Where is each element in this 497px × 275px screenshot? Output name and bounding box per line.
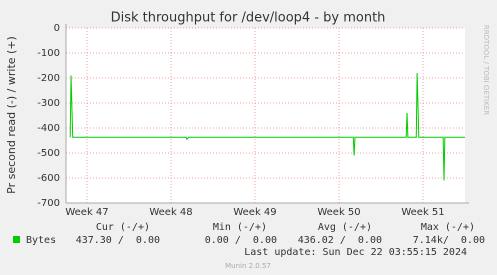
y-tick-label: -700: [37, 198, 60, 209]
stats-header: Cur (-/+): [96, 222, 150, 233]
y-tick-label: -200: [37, 73, 60, 84]
stats-value: 436.02 / 0.00: [298, 235, 382, 246]
y-tick-label: -600: [37, 173, 60, 184]
x-tick-label: Week 47: [65, 207, 108, 218]
legend-swatch: [13, 236, 20, 243]
data-line: [69, 72, 465, 181]
stats-value: 7.14k/ 0.00: [413, 235, 485, 246]
last-update: Last update: Sun Dec 22 03:55:15 2024: [244, 247, 467, 258]
chart-title: Disk throughput for /dev/loop4 - by mont…: [111, 11, 386, 26]
x-tick-label: Week 51: [401, 207, 444, 218]
y-tick-label: -500: [37, 148, 60, 159]
stats-header: Min (-/+): [213, 222, 267, 233]
x-tick-label: Week 48: [149, 207, 192, 218]
x-tick-label: Week 50: [317, 207, 360, 218]
stats-header: Max (-/+): [421, 222, 475, 233]
y-axis-label: Pr second read (-) / write (+): [5, 36, 18, 194]
y-tick-label: -100: [37, 48, 60, 59]
side-label: RRDTOOL / TOBI OETIKER: [482, 25, 490, 115]
plot-area: [66, 28, 465, 203]
stats-value: 437.30 / 0.00: [76, 235, 160, 246]
y-tick-label: -400: [37, 123, 60, 134]
stats-header: Avg (-/+): [318, 222, 372, 233]
stats-value: 0.00 / 0.00: [205, 235, 277, 246]
footer: Munin 2.0.57: [225, 262, 271, 270]
x-tick-label: Week 49: [233, 207, 276, 218]
y-tick-label: 0: [54, 23, 60, 34]
y-tick-label: -300: [37, 98, 60, 109]
legend-label: Bytes: [26, 235, 56, 246]
